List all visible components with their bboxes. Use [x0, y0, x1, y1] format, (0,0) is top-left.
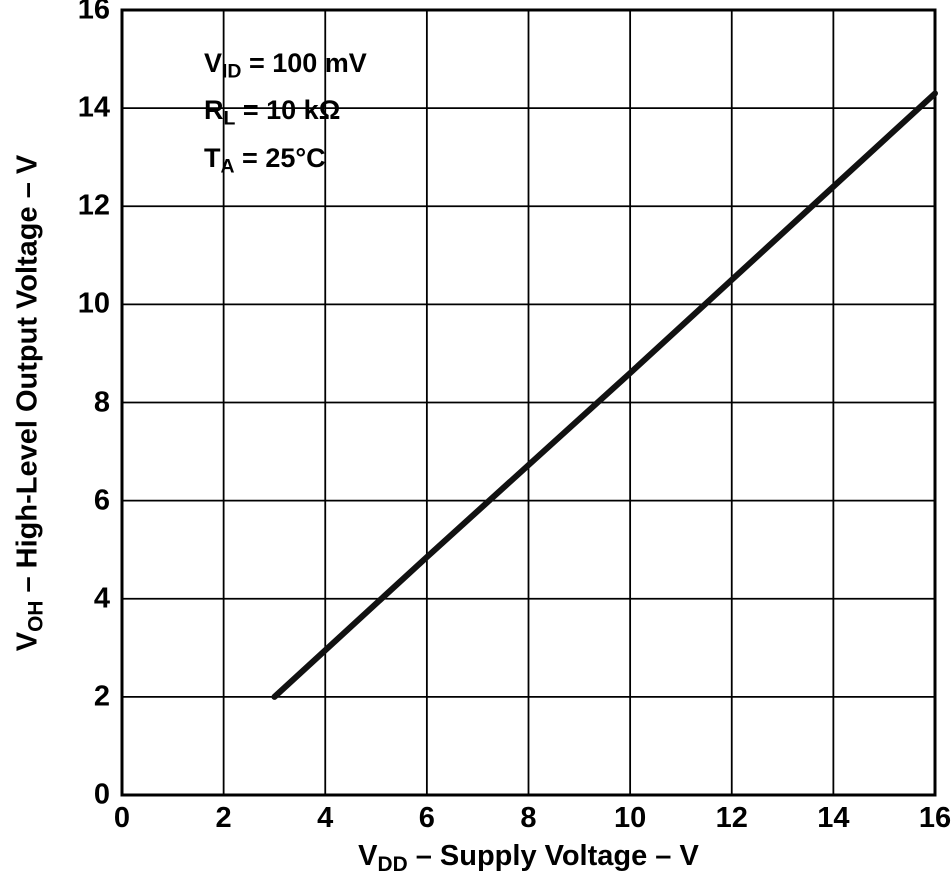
y-tick-label: 16: [77, 0, 110, 26]
label-text: = 100 mV: [241, 48, 367, 78]
label-text: = 25°C: [234, 142, 326, 173]
x-tick-label: 0: [113, 802, 131, 834]
label-text: = 10 kΩ: [235, 95, 341, 126]
y-tick-label: 10: [77, 287, 110, 320]
subscript-text: A: [220, 155, 235, 178]
annotation-line: RL = 10 kΩ: [204, 91, 367, 138]
y-tick-label: 4: [93, 582, 110, 615]
subscript-text: DD: [377, 852, 408, 876]
x-tick-label: 14: [817, 802, 850, 834]
label-text: – Supply Voltage – V: [407, 840, 699, 872]
plot-border: [120, 8, 937, 797]
x-tick-label: 6: [418, 802, 435, 834]
x-tick-label: 16: [918, 802, 951, 834]
y-tick-label: 0: [93, 778, 110, 811]
annotation-line: TA = 25°C: [204, 139, 367, 186]
subscript-text: L: [223, 107, 236, 130]
label-text: V: [204, 48, 223, 78]
x-axis-title: VDD – Supply Voltage – V: [358, 840, 699, 877]
subscript-text: OH: [24, 600, 48, 632]
y-axis-title: VOH – High-Level Output Voltage – V: [12, 154, 49, 650]
label-text: V: [358, 840, 378, 872]
x-tick-label: 12: [715, 802, 748, 834]
x-tick-label: 2: [215, 802, 232, 834]
y-tick-label: 6: [93, 484, 110, 517]
y-tick-label: 12: [77, 189, 110, 222]
subscript-text: ID: [222, 60, 242, 83]
test-conditions-annotation: VID = 100 mV RL = 10 kΩ TA = 25°C: [204, 44, 367, 186]
x-tick-label: 4: [317, 802, 334, 834]
label-text: V: [11, 631, 44, 651]
x-tick-label: 10: [613, 802, 647, 834]
label-text: – High-Level Output Voltage – V: [11, 154, 44, 601]
y-tick-label: 8: [93, 386, 110, 418]
label-text: R: [204, 95, 224, 126]
label-text: T: [204, 142, 221, 173]
data-line-series: [271, 90, 938, 700]
x-tick-label: 8: [520, 802, 537, 834]
y-tick-label: 14: [77, 91, 110, 124]
y-tick-label: 2: [93, 680, 110, 713]
annotation-line: VID = 100 mV: [204, 44, 367, 91]
